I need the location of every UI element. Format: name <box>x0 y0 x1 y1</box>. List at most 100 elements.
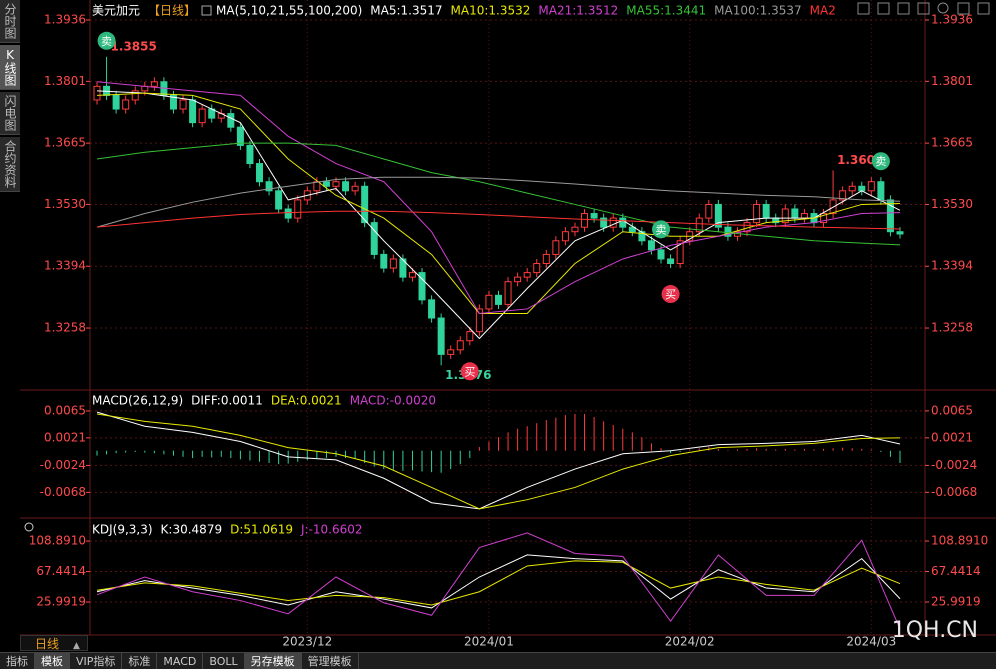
legend-label: 【日线】 <box>148 4 196 18</box>
candle-body <box>571 226 579 233</box>
legend-label: MA21:1.3512 <box>538 4 618 18</box>
legend-label: K:30.4879 <box>161 523 223 537</box>
candle-body <box>342 181 350 192</box>
bottom-item[interactable]: 标准 <box>122 653 158 669</box>
y-tick-label: 1.3801 <box>931 74 973 88</box>
candle-body <box>619 217 627 228</box>
legend-label: DIFF:0.0011 <box>191 394 263 408</box>
candle-body <box>495 294 502 305</box>
candle-body <box>820 213 828 224</box>
candle-body <box>131 90 139 101</box>
y-tick-label: -0.0024 <box>931 458 977 472</box>
candle-body <box>839 190 847 201</box>
series-line <box>96 142 901 246</box>
bottom-item[interactable]: 模板 <box>35 653 70 669</box>
bottom-item[interactable]: BOLL <box>203 653 245 669</box>
candle-body <box>877 181 885 201</box>
candle-body <box>886 199 894 233</box>
candle-body <box>485 294 493 310</box>
sidebar-tab[interactable]: 合约资料 <box>0 137 20 192</box>
legend-label: MA(5,10,21,55,100,200) <box>216 4 362 18</box>
candle-body <box>169 94 177 110</box>
icon[interactable] <box>857 2 870 15</box>
signal-label: 卖 <box>875 155 886 168</box>
candle-body <box>198 108 206 124</box>
sidebar-tab[interactable]: K线图 <box>0 45 20 90</box>
icon[interactable] <box>877 2 890 15</box>
candle-body <box>437 317 445 355</box>
candle-body <box>236 126 244 146</box>
y-tick-label: 1.3258 <box>931 321 973 335</box>
candle-body <box>800 213 808 219</box>
legend-label: MACD:-0.0020 <box>350 394 436 408</box>
y-tick-label: 108.8910 <box>29 534 86 548</box>
bottom-item[interactable]: 另存模板 <box>244 653 302 669</box>
icon[interactable] <box>957 2 970 15</box>
candle-body <box>447 349 455 355</box>
signal-badge <box>460 362 479 381</box>
toolbar-icons[interactable] <box>857 2 990 15</box>
candle-body <box>896 231 904 235</box>
candle-body <box>714 203 722 228</box>
candle-body <box>246 144 254 165</box>
candle-body <box>657 249 665 260</box>
y-tick-label: 1.3530 <box>931 197 973 211</box>
series-line <box>96 411 901 510</box>
y-tick-label: 1.3665 <box>44 136 86 150</box>
bottom-item[interactable]: 管理模板 <box>302 653 359 669</box>
sidebar-tab[interactable]: 闪电图 <box>0 92 20 135</box>
y-tick-label: 0.0021 <box>44 430 86 444</box>
y-tick-label: 1.3530 <box>44 197 86 211</box>
candle-body <box>456 340 464 351</box>
candle-body <box>380 253 388 269</box>
y-tick-label: 67.4414 <box>36 564 86 578</box>
icon[interactable] <box>897 2 910 15</box>
legend-label: MA2 <box>810 4 836 18</box>
y-tick-label: 108.8910 <box>931 534 988 548</box>
signal-label: 买 <box>464 365 475 378</box>
bottom-bar: 指标 模板 VIP指标 标准 MACD BOLL 另存模板 管理模板 <box>0 652 996 669</box>
candle-body <box>504 281 512 305</box>
candle-body <box>428 299 436 319</box>
icon[interactable] <box>917 2 930 15</box>
candle-body <box>848 185 856 192</box>
bottom-item[interactable]: 指标 <box>0 653 35 669</box>
y-tick-label: 1.3665 <box>931 136 973 150</box>
y-tick-label: 25.9919 <box>36 595 86 609</box>
sidebar-tab[interactable]: 分时图 <box>0 0 20 43</box>
legend-label: MA10:1.3532 <box>451 4 531 18</box>
icon[interactable] <box>977 2 990 15</box>
candle-body <box>600 217 608 228</box>
y-tick-label: 67.4414 <box>931 564 981 578</box>
y-tick-label: 1.3258 <box>44 321 86 335</box>
period-tab[interactable]: 日线 <box>20 635 88 651</box>
x-tick-label: 2024/02 <box>665 635 715 649</box>
candle-body <box>581 213 589 228</box>
candle-body <box>542 253 550 265</box>
legend-label: MA100:1.3537 <box>714 4 802 18</box>
candle-body <box>561 231 569 242</box>
candle-body <box>265 181 273 192</box>
y-tick-label: 25.9919 <box>931 595 981 609</box>
icon[interactable] <box>937 2 949 14</box>
kdj-icon[interactable] <box>24 522 34 532</box>
y-tick-label: -0.0068 <box>40 485 86 499</box>
candle-body <box>189 99 197 124</box>
series-line <box>96 210 901 230</box>
series-line <box>96 554 901 609</box>
bottom-item[interactable]: VIP指标 <box>70 653 123 669</box>
candle-body <box>533 263 541 274</box>
candle-body <box>284 208 292 219</box>
candle-body <box>179 99 187 110</box>
candle-body <box>150 81 158 87</box>
legend-label: DEA:0.0021 <box>271 394 342 408</box>
candle-body <box>122 99 130 110</box>
bottom-item[interactable]: MACD <box>157 653 204 669</box>
y-tick-label: -0.0068 <box>931 485 977 499</box>
signal-label: 卖 <box>101 35 112 48</box>
candle-body <box>361 185 369 224</box>
candle-body <box>418 272 426 301</box>
price-annotation: 1.3605 <box>837 153 883 167</box>
